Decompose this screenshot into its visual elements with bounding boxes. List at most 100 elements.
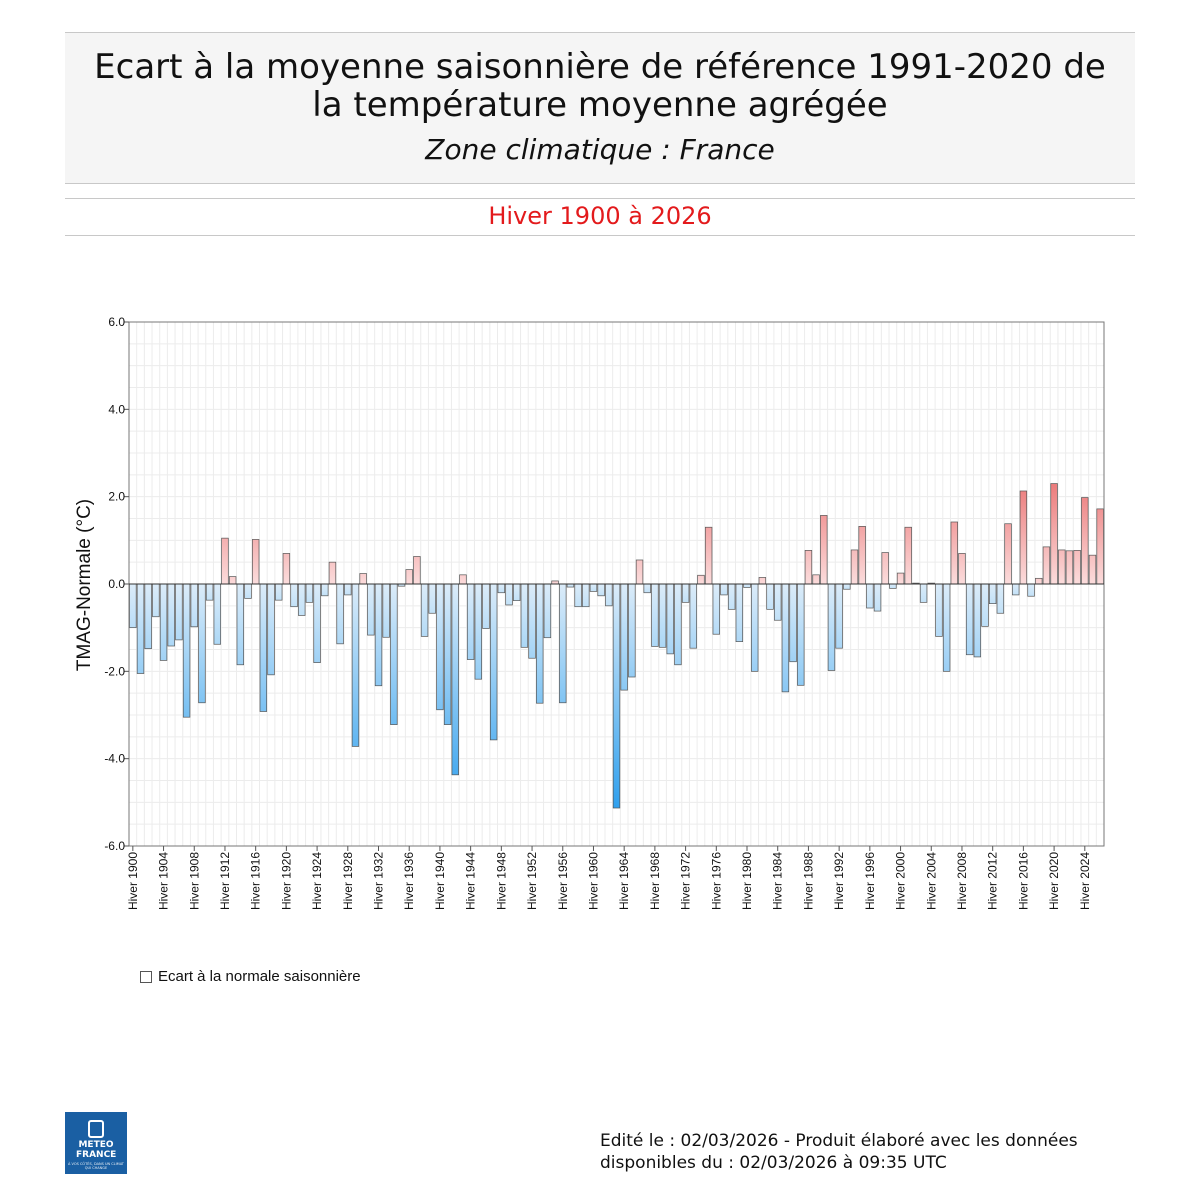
footer-line2: disponibles du : 02/03/2026 à 09:35 UTC — [600, 1153, 947, 1173]
x-tick-label: Hiver 1904 — [157, 852, 171, 910]
logo-emblem-icon — [88, 1120, 104, 1138]
bar-1925 — [321, 583, 329, 597]
bar-1994 — [850, 549, 859, 585]
bar-2020 — [1050, 483, 1058, 585]
bar-1939 — [428, 583, 436, 614]
bar-1997 — [873, 583, 882, 612]
bar-2024 — [1081, 497, 1089, 585]
bar-1907 — [182, 583, 191, 718]
bar-1946 — [482, 583, 490, 629]
x-tick-label: Hiver 1996 — [863, 852, 877, 910]
x-tick-label: Hiver 1928 — [341, 852, 355, 910]
x-tick-label: Hiver 1992 — [832, 852, 846, 910]
bar-1944 — [466, 583, 475, 660]
bar-1927 — [336, 583, 344, 645]
bar-1945 — [474, 583, 482, 680]
y-tick-label: -4.0 — [104, 752, 125, 766]
bar-1965 — [628, 583, 636, 678]
bar-1941 — [443, 583, 452, 725]
bar-1909 — [198, 583, 206, 704]
bar-1986 — [789, 583, 797, 663]
logo-tagline: À VOS CÔTÉS, DANS UN CLIMAT QUI CHANGE — [68, 1162, 124, 1170]
bar-1926 — [328, 561, 337, 585]
bar-1972 — [681, 583, 690, 603]
bar-2017 — [1027, 583, 1035, 597]
x-tick-label: Hiver 2024 — [1078, 852, 1092, 910]
bar-2000 — [896, 572, 905, 585]
bar-1931 — [367, 583, 375, 636]
bar-1983 — [766, 583, 774, 610]
y-tick-label: -6.0 — [104, 839, 125, 853]
bar-1977 — [720, 583, 728, 596]
bar-1928 — [344, 583, 352, 596]
bar-2018 — [1035, 577, 1043, 585]
bar-2003 — [919, 583, 928, 603]
chart-subtitle: Hiver 1900 à 2026 — [488, 202, 712, 230]
bar-2019 — [1042, 546, 1051, 585]
y-tick-label: 0.0 — [108, 577, 125, 591]
bar-1934 — [390, 583, 398, 725]
bar-1996 — [866, 583, 874, 609]
subtitle-panel: Hiver 1900 à 2026 — [65, 198, 1135, 236]
bar-1995 — [858, 526, 866, 585]
bar-1958 — [574, 583, 582, 608]
bar-1929 — [351, 583, 360, 747]
bar-1963 — [612, 583, 621, 809]
title-panel: Ecart à la moyenne saisonnière de référe… — [65, 32, 1135, 184]
bar-1903 — [152, 583, 160, 618]
bar-1973 — [689, 583, 697, 649]
bar-2021 — [1058, 549, 1066, 585]
x-tick-label: Hiver 2016 — [1016, 852, 1030, 910]
bar-1998 — [881, 552, 889, 585]
bar-1950 — [513, 583, 521, 601]
bar-1940 — [436, 583, 444, 711]
bar-1908 — [190, 583, 198, 628]
zone-label: Zone climatique : France — [425, 133, 775, 166]
bar-1943 — [459, 574, 467, 585]
bar-1913 — [228, 576, 237, 585]
legend-swatch — [140, 970, 152, 983]
bar-1951 — [520, 583, 529, 648]
bar-1906 — [175, 583, 183, 641]
bar-1914 — [236, 583, 245, 666]
x-tick-label: Hiver 1908 — [187, 852, 201, 910]
bar-1930 — [359, 573, 367, 585]
bar-1956 — [559, 583, 567, 704]
bar-1933 — [382, 583, 390, 638]
bar-2011 — [981, 583, 989, 627]
x-tick-label: Hiver 1988 — [801, 852, 815, 910]
bar-2005 — [935, 583, 943, 637]
bar-1964 — [620, 583, 628, 691]
x-tick-label: Hiver 2004 — [924, 852, 938, 910]
x-tick-label: Hiver 1968 — [648, 852, 662, 910]
bar-1905 — [167, 583, 175, 647]
bar-1911 — [213, 583, 221, 645]
bar-1924 — [313, 583, 321, 663]
legend-label: Ecart à la normale saisonnière — [158, 968, 361, 985]
y-tick-label: 4.0 — [108, 402, 125, 416]
bar-1954 — [543, 583, 552, 639]
bar-1919 — [275, 583, 283, 601]
bar-2014 — [1004, 523, 1012, 585]
bar-1967 — [643, 583, 651, 594]
bar-2026 — [1096, 508, 1104, 585]
bar-2015 — [1012, 583, 1020, 596]
bar-1953 — [536, 583, 544, 704]
bar-1999 — [889, 583, 897, 589]
x-tick-label: Hiver 1936 — [402, 852, 416, 910]
bar-1962 — [605, 583, 613, 607]
bar-2007 — [950, 521, 958, 585]
x-tick-label: Hiver 1960 — [586, 852, 600, 910]
y-axis-label: TMAG-Normale (°C) — [74, 499, 95, 671]
x-tick-label: Hiver 1940 — [433, 852, 447, 910]
chart-title-line1: Ecart à la moyenne saisonnière de référe… — [94, 47, 1106, 87]
x-tick-label: Hiver 2020 — [1047, 852, 1061, 910]
x-tick-label: Hiver 1944 — [464, 852, 478, 910]
bar-2016 — [1019, 490, 1028, 585]
bar-2025 — [1088, 554, 1097, 585]
bar-1978 — [727, 583, 736, 610]
bar-1982 — [758, 577, 767, 585]
bar-1976 — [712, 583, 720, 635]
bar-1917 — [259, 583, 268, 712]
bar-2008 — [958, 553, 966, 585]
